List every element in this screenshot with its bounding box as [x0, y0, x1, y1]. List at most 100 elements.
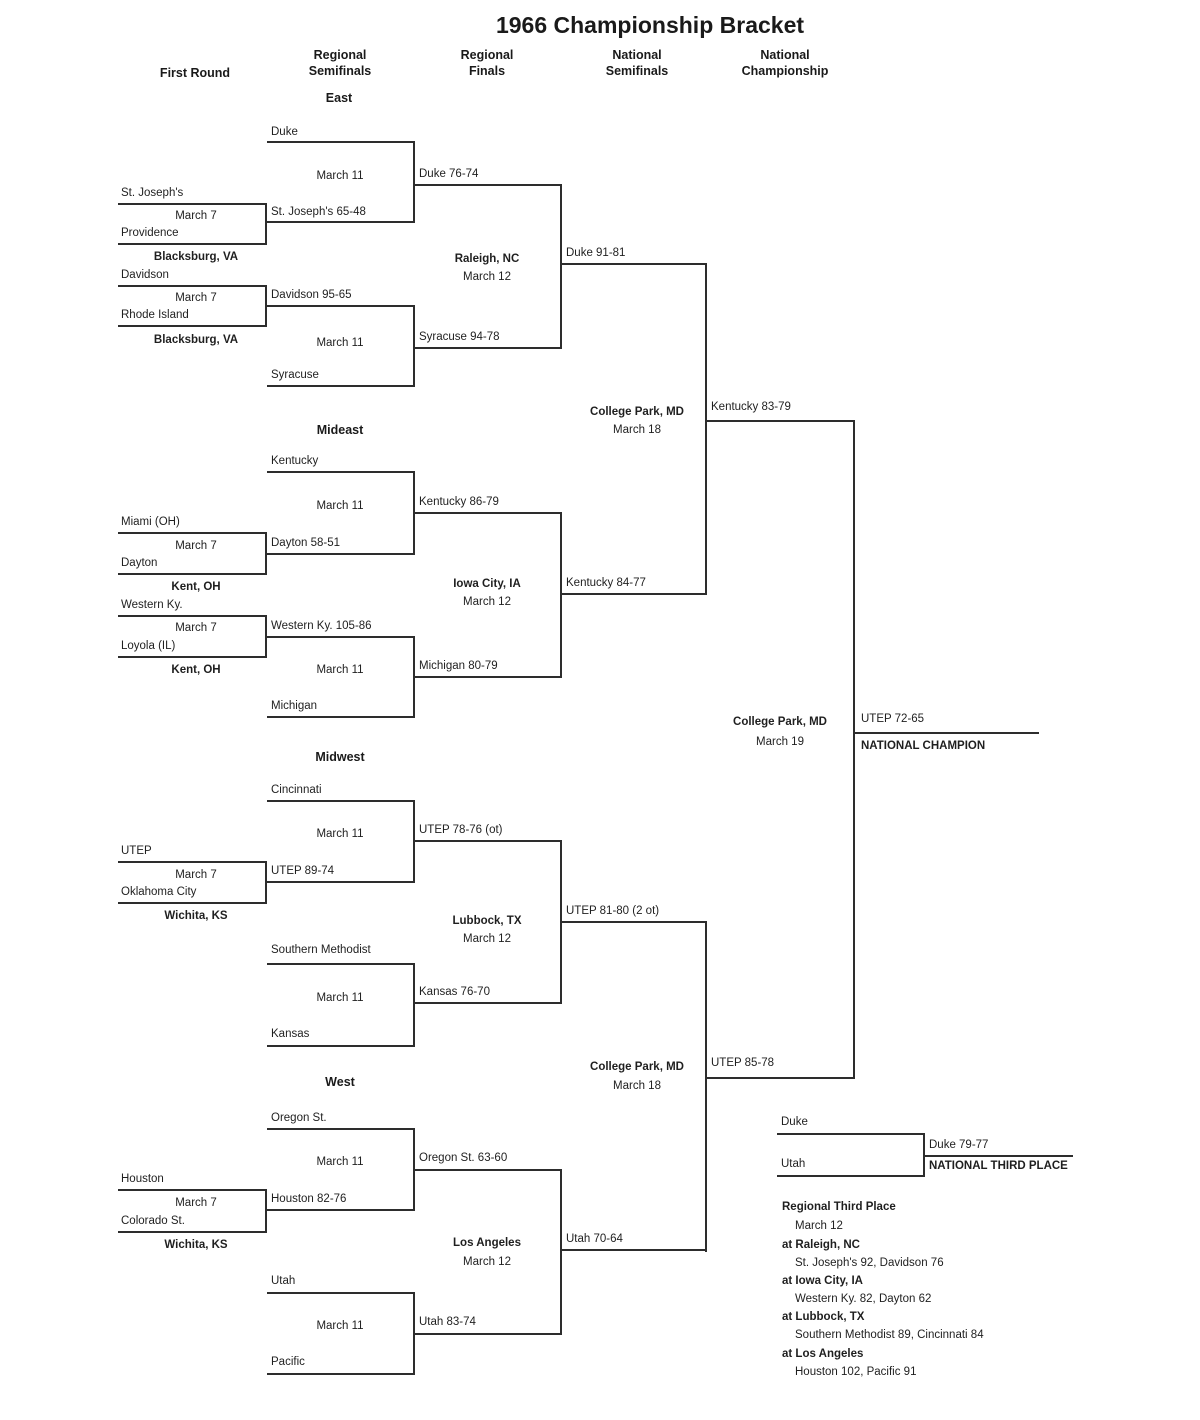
- team-label: Davidson: [121, 269, 169, 281]
- score-label: Houston 82-76: [271, 1193, 347, 1205]
- site-label: College Park, MD: [590, 1061, 684, 1073]
- date-label: March 18: [613, 424, 661, 436]
- site-label: Blacksburg, VA: [153, 251, 239, 263]
- bracket-line-h: [413, 184, 562, 186]
- site-label: at Iowa City, IA: [782, 1275, 863, 1287]
- team-label: Cincinnati: [271, 784, 322, 796]
- bracket-line-v: [265, 203, 267, 245]
- bracket-line-h: [118, 902, 267, 904]
- region-header-east: East: [325, 91, 353, 105]
- team-label: St. Joseph's 65-48: [271, 206, 366, 218]
- site-label: Kent, OH: [171, 664, 221, 676]
- bracket-line-v: [265, 861, 267, 904]
- bracket-line-h: [413, 840, 562, 842]
- bracket-line-v: [560, 512, 562, 678]
- date-label: March 7: [175, 210, 217, 222]
- bracket-line-h: [118, 285, 267, 287]
- site-label: College Park, MD: [733, 716, 827, 728]
- bracket-line-v: [265, 1189, 267, 1233]
- date-label: March 12: [463, 933, 511, 945]
- bracket-line-h: [265, 553, 415, 555]
- score-label: Michigan 80-79: [419, 660, 498, 672]
- team-label: Houston: [121, 1173, 164, 1185]
- date-label: March 7: [175, 1197, 217, 1209]
- bracket-line-h: [853, 732, 1039, 734]
- team-label: Oklahoma City: [121, 886, 197, 898]
- score-label: Utah 70-64: [566, 1233, 623, 1245]
- score-label: Dayton 58-51: [271, 537, 341, 549]
- site-label: College Park, MD: [590, 406, 684, 418]
- bracket-line-h: [118, 325, 267, 327]
- bracket-line-h: [267, 1292, 413, 1294]
- date-label: March 19: [756, 736, 804, 748]
- team-label: Duke: [781, 1116, 808, 1128]
- score-label: Duke 79-77: [929, 1139, 989, 1151]
- bracket-line-h: [267, 1128, 413, 1130]
- bracket-line-h: [923, 1155, 1073, 1157]
- bracket-line-h: [267, 963, 413, 965]
- site-label: at Lubbock, TX: [782, 1311, 865, 1323]
- score-label: UTEP 81-80 (2 ot): [566, 905, 660, 917]
- team-label: Duke: [271, 126, 298, 138]
- score-label: Kentucky 83-79: [711, 401, 791, 413]
- bracket-line-h: [265, 221, 415, 223]
- bracket-line-h: [118, 656, 267, 658]
- team-label: Providence: [121, 227, 179, 239]
- bracket-line-h: [705, 420, 855, 422]
- score-label: UTEP 72-65: [861, 713, 925, 725]
- bracket-line-h: [267, 716, 413, 718]
- result-label: Southern Methodist 89, Cincinnati 84: [795, 1329, 984, 1341]
- bracket-line-h: [267, 141, 413, 143]
- site-label: at Los Angeles: [782, 1348, 864, 1360]
- team-label: Kansas: [271, 1028, 310, 1040]
- bracket-line-h: [118, 243, 267, 245]
- bracket-line-h: [118, 573, 267, 575]
- bracket-line-h: [413, 676, 562, 678]
- bracket-line-v: [265, 532, 267, 575]
- team-label: Pacific: [271, 1356, 305, 1368]
- score-label: Syracuse 94-78: [419, 331, 500, 343]
- bracket-line-v: [413, 963, 415, 1047]
- bracket-line-h: [265, 636, 415, 638]
- date-label: March 12: [463, 1256, 511, 1268]
- bracket-line-h: [265, 881, 415, 883]
- score-label: UTEP 78-76 (ot): [419, 824, 503, 836]
- team-label: Southern Methodist: [271, 944, 371, 956]
- score-label: Davidson 95-65: [271, 289, 352, 301]
- bracket-line-h: [705, 1077, 855, 1079]
- bracket-line-h: [413, 347, 562, 349]
- site-label: at Raleigh, NC: [782, 1239, 860, 1251]
- date-label: March 7: [175, 622, 217, 634]
- team-label: Colorado St.: [121, 1215, 185, 1227]
- date-label: March 11: [316, 828, 364, 840]
- site-label: Wichita, KS: [164, 910, 228, 922]
- team-label: Dayton: [121, 557, 158, 569]
- score-label: Kansas 76-70: [419, 986, 490, 998]
- site-label: Kent, OH: [171, 581, 221, 593]
- date-label: March 11: [316, 1320, 364, 1332]
- site-label: Wichita, KS: [164, 1239, 228, 1251]
- page-title: 1966 Championship Bracket: [495, 12, 805, 38]
- bracket-line-h: [560, 921, 707, 923]
- team-label: St. Joseph's: [121, 187, 184, 199]
- national-third-place-label: NATIONAL THIRD PLACE: [929, 1160, 1068, 1172]
- site-label: Lubbock, TX: [452, 915, 522, 927]
- bracket-line-h: [267, 1045, 413, 1047]
- column-header-national-championship-line2: Championship: [741, 64, 829, 78]
- column-header-regional-semifinals-line2: Semifinals: [308, 64, 372, 78]
- bracket-line-v: [560, 1169, 562, 1335]
- bracket-line-v: [705, 921, 707, 1252]
- result-label: Houston 102, Pacific 91: [795, 1366, 917, 1378]
- bracket-line-h: [265, 1209, 415, 1211]
- team-label: Utah: [271, 1275, 296, 1287]
- team-label: Michigan: [271, 700, 318, 712]
- site-label: Blacksburg, VA: [153, 334, 239, 346]
- date-label: March 7: [175, 540, 217, 552]
- team-label: Syracuse: [271, 369, 319, 381]
- date-label: March 11: [316, 500, 364, 512]
- score-label: Oregon St. 63-60: [419, 1152, 508, 1164]
- bracket-line-v: [560, 184, 562, 349]
- team-label: Oregon St.: [271, 1112, 327, 1124]
- date-label: March 7: [175, 292, 217, 304]
- region-header-mideast: Mideast: [316, 423, 364, 437]
